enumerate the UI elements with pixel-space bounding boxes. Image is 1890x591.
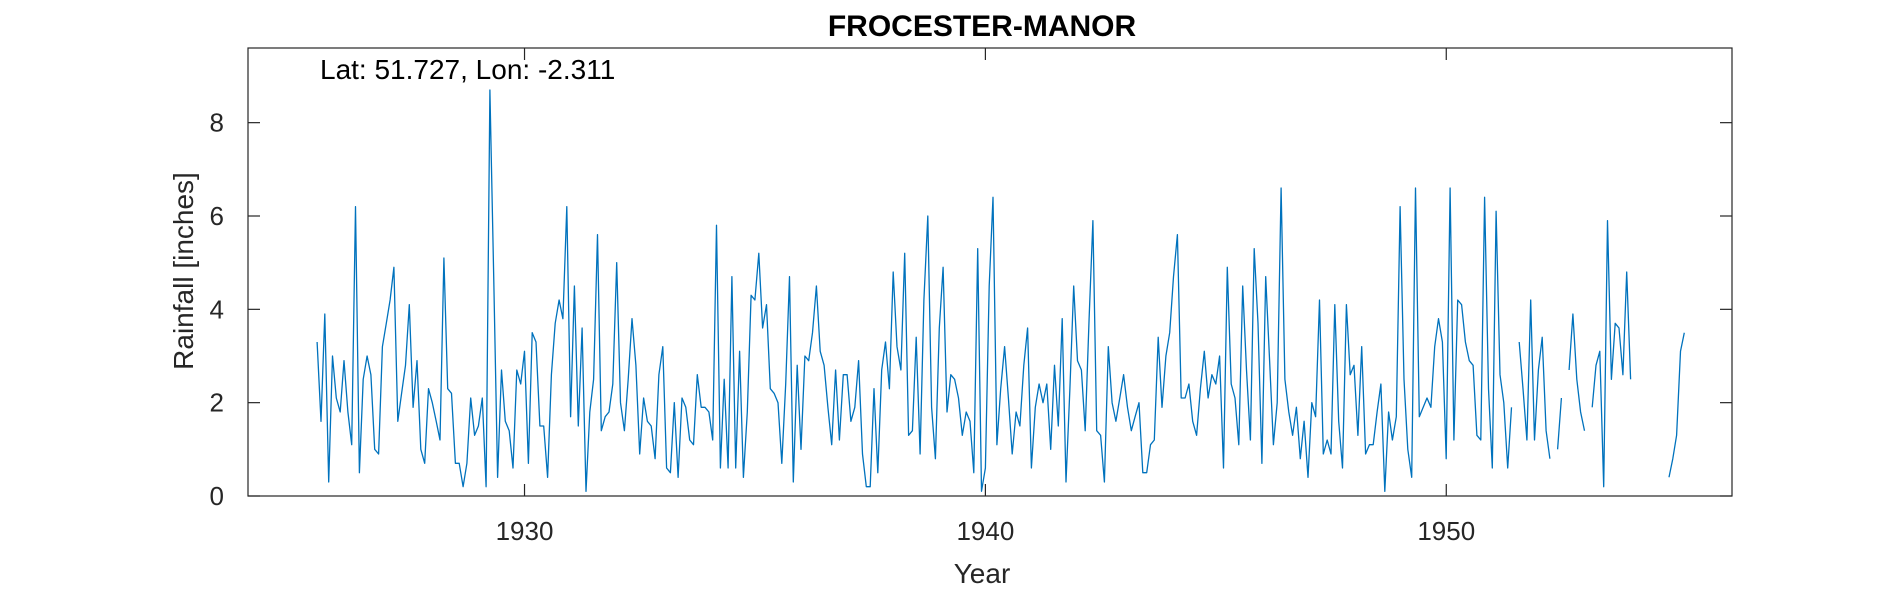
chart-title: FROCESTER-MANOR <box>828 10 1137 43</box>
y-tick-label: 8 <box>210 108 224 138</box>
y-tick-label: 2 <box>210 388 224 418</box>
series-group <box>316 89 1685 492</box>
y-axis: 0 2 4 6 8 <box>210 108 1732 511</box>
x-tick-label: 1940 <box>956 516 1014 546</box>
y-axis-label: Rainfall [inches] <box>168 172 199 370</box>
x-tick-label: 1950 <box>1417 516 1475 546</box>
y-tick-label: 6 <box>210 201 224 231</box>
x-axis-label: Year <box>954 558 1011 589</box>
x-tick-label: 1930 <box>496 516 554 546</box>
rainfall-series-line <box>316 89 1685 492</box>
y-tick-label: 4 <box>210 294 224 324</box>
location-annotation: Lat: 51.727, Lon: -2.311 <box>320 54 615 85</box>
y-tick-label: 0 <box>210 481 224 511</box>
x-axis: 1930 1940 1950 <box>496 48 1475 546</box>
